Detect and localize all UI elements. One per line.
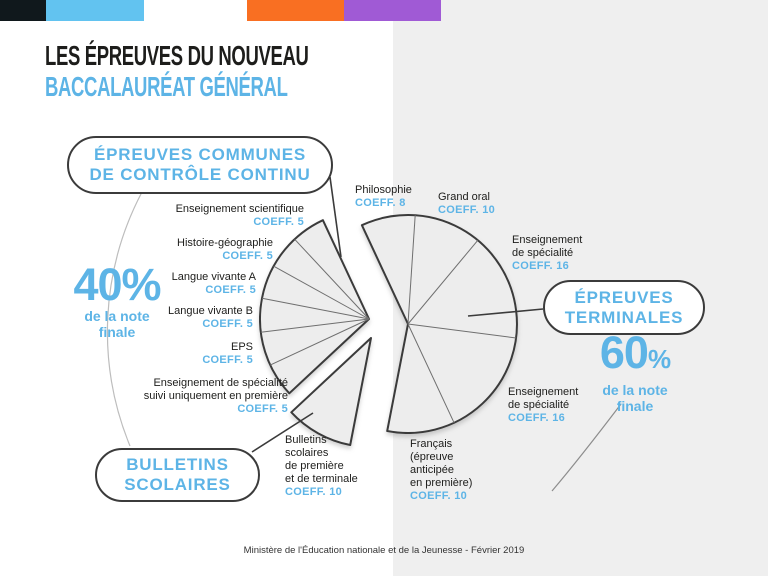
pill-bulletins-scolaires: BULLETINS SCOLAIRES [95,448,260,502]
pie-wedge-bulletins [290,337,372,446]
page-title-line2: BACCALAURÉAT GÉNÉRAL [45,71,288,102]
pie-slice-divider [407,239,479,325]
brand-bar-black [0,0,46,21]
communs-pill-leader [329,176,342,258]
label-bulletins-scolaires: Bulletins scolaires de première et de te… [285,434,358,498]
pie-slice-divider [273,265,370,320]
share-60-leader-curve [551,403,622,492]
share-40-block: 40% de la note finale [55,259,179,341]
label-eps: EPS COEFF. 5 [202,341,253,366]
pie-group-bulletins [290,337,372,446]
pie-slice-divider [407,323,455,424]
pie-slice-divider [261,297,370,320]
share-60-value: 60% [599,327,671,378]
share-60-caption: de la note finale [602,382,668,414]
pie-group-terminales [360,214,518,434]
pie-wedge-terminales [360,214,518,434]
page-title-line1: LES ÉPREUVES DU NOUVEAU [45,40,309,71]
label-histoire-geographie: Histoire-géographie COEFF. 5 [177,237,273,262]
terminales-pill-leader [467,308,544,317]
pie-slice-divider [407,215,416,325]
decorative-arcs [106,191,622,492]
label-philosophie: Philosophie COEFF. 8 [355,184,412,209]
pie-slice-divider [260,318,370,333]
share-40-value: 40% [73,259,161,310]
bulletins-pill-leader [251,412,314,453]
label-langue-vivante-b: Langue vivante B COEFF. 5 [167,305,253,330]
pie-group-continu [259,219,370,395]
label-enseignement-specialite-1: Enseignement de spécialité COEFF. 16 [512,234,583,272]
brand-bar-blue [46,0,144,21]
leader-lines [251,176,544,453]
pie-slice-divider [269,318,370,366]
label-francais: Français (épreuve anticipée en première)… [410,438,473,502]
pie-groups [259,214,518,446]
brand-bar-orange [247,0,344,21]
share-60-block: 60% de la note finale [573,327,697,415]
share-40-caption: de la note finale [84,308,150,340]
label-enseignement-scientifique: Enseignement scientifique COEFF. 5 [175,203,304,228]
pill-epreuves-communes: ÉPREUVES COMMUNES DE CONTRÔLE CONTINU [67,136,333,194]
label-enseignement-specialite-premiere: Enseignement de spécialité suivi uniquem… [143,377,288,415]
left-sweep-arc [106,191,143,447]
footer-credit: Ministère de l'Éducation nationale et de… [243,545,525,556]
pie-slice-divider [294,238,370,320]
label-enseignement-specialite-2: Enseignement de spécialité COEFF. 16 [508,386,579,424]
label-langue-vivante-a: Langue vivante A COEFF. 5 [171,271,256,296]
pie-slice-divider [407,323,517,339]
label-grand-oral: Grand oral COEFF. 10 [438,191,496,216]
brand-bar-purple [344,0,441,21]
page-title: LES ÉPREUVES DU NOUVEAU BACCALAURÉAT GÉN… [45,40,309,102]
pill-epreuves-terminales: ÉPREUVES TERMINALES [543,280,705,335]
